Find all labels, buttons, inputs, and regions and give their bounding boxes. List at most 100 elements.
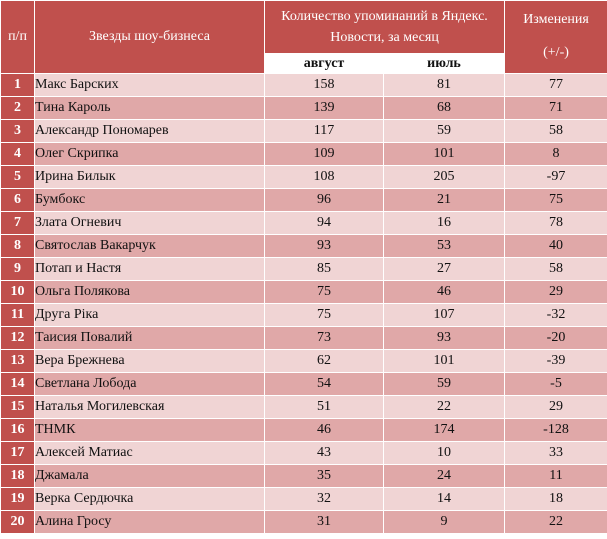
change-value: 33 [504,441,607,465]
star-name: Тина Кароль [34,96,265,120]
change-value: 22 [504,510,607,534]
star-name: Бумбокс [34,188,265,212]
august-mentions: 54 [264,372,384,396]
table-row: 10 Ольга Полякова 75 46 29 [0,280,607,304]
header-july: июль [382,53,506,74]
july-mentions: 59 [382,372,506,396]
star-name: Александр Пономарев [34,119,265,143]
july-mentions: 174 [382,418,506,442]
table-row: 19 Верка Сердючка 32 14 18 [0,487,607,511]
header-mentions: Количество упоминаний в Яндекс. Новости,… [263,0,506,54]
row-number: 13 [0,349,35,373]
row-number: 17 [0,441,35,465]
change-value: 8 [504,142,607,166]
change-value: -128 [504,418,607,442]
table-row: 3 Александр Пономарев 117 59 58 [0,119,607,143]
table-row: 9 Потап и Настя 85 27 58 [0,257,607,281]
change-value: -39 [504,349,607,373]
august-mentions: 94 [264,211,384,235]
table-row: 14 Светлана Лобода 54 59 -5 [0,372,607,396]
star-name: Потап и Настя [34,257,265,281]
row-number: 9 [0,257,35,281]
row-number: 19 [0,487,35,511]
table-row: 1 Макс Барских 158 81 77 [0,73,607,97]
header-august: август [264,53,384,74]
change-value: -32 [504,303,607,327]
row-number: 12 [0,326,35,350]
table-row: 5 Ирина Билык 108 205 -97 [0,165,607,189]
change-value: 58 [504,119,607,143]
august-mentions: 108 [264,165,384,189]
august-mentions: 62 [264,349,384,373]
july-mentions: 27 [382,257,506,281]
star-name: Алина Гросу [34,510,265,534]
change-value: -5 [504,372,607,396]
august-mentions: 51 [264,395,384,419]
star-name: ТНМК [34,418,265,442]
august-mentions: 46 [264,418,384,442]
table-row: 4 Олег Скрипка 109 101 8 [0,142,607,166]
table-row: 6 Бумбокс 96 21 75 [0,188,607,212]
row-number: 15 [0,395,35,419]
july-mentions: 59 [382,119,506,143]
table-row: 7 Злата Огневич 94 16 78 [0,211,607,235]
table-row: 8 Святослав Вакарчук 93 53 40 [0,234,607,258]
july-mentions: 16 [382,211,506,235]
change-value: 75 [504,188,607,212]
change-value: 58 [504,257,607,281]
table-body: 1 Макс Барских 158 81 77 2 Тина Кароль 139 68 71 3… [0,73,607,534]
row-number: 6 [0,188,35,212]
row-number: 5 [0,165,35,189]
august-mentions: 85 [264,257,384,281]
change-value: -97 [504,165,607,189]
star-name: Наталья Могилевская [34,395,265,419]
table-row: 13 Вера Брежнева 62 101 -39 [0,349,607,373]
july-mentions: 205 [382,165,506,189]
table-row: 2 Тина Кароль 139 68 71 [0,96,607,120]
row-number: 16 [0,418,35,442]
star-name: Верка Сердючка [34,487,265,511]
table-row: 18 Джамала 35 24 11 [0,464,607,488]
table-row: 15 Наталья Могилевская 51 22 29 [0,395,607,419]
august-mentions: 31 [264,510,384,534]
table-row: 11 Друга Ріка 75 107 -32 [0,303,607,327]
august-mentions: 93 [264,234,384,258]
july-mentions: 10 [382,441,506,465]
july-mentions: 107 [382,303,506,327]
star-name: Друга Ріка [34,303,265,327]
august-mentions: 43 [264,441,384,465]
august-mentions: 139 [264,96,384,120]
july-mentions: 14 [382,487,506,511]
star-name: Ирина Билык [34,165,265,189]
row-number: 8 [0,234,35,258]
july-mentions: 21 [382,188,506,212]
header-number: п/п [0,0,35,74]
july-mentions: 68 [382,96,506,120]
change-value: 40 [504,234,607,258]
change-value: 11 [504,464,607,488]
row-number: 18 [0,464,35,488]
july-mentions: 22 [382,395,506,419]
july-mentions: 9 [382,510,506,534]
change-value: 71 [504,96,607,120]
change-value: 78 [504,211,607,235]
star-name: Алексей Матиас [34,441,265,465]
table-row: 20 Алина Гросу 31 9 22 [0,510,607,534]
star-name: Ольга Полякова [34,280,265,304]
august-mentions: 75 [264,303,384,327]
august-mentions: 96 [264,188,384,212]
row-number: 2 [0,96,35,120]
table-row: 12 Таисия Повалий 73 93 -20 [0,326,607,350]
header-changes: Изменения (+/-) [504,0,607,74]
august-mentions: 75 [264,280,384,304]
star-name: Злата Огневич [34,211,265,235]
july-mentions: 81 [382,73,506,97]
change-value: -20 [504,326,607,350]
change-value: 29 [504,395,607,419]
star-name: Таисия Повалий [34,326,265,350]
table-row: 17 Алексей Матиас 43 10 33 [0,441,607,465]
star-name: Святослав Вакарчук [34,234,265,258]
row-number: 10 [0,280,35,304]
july-mentions: 24 [382,464,506,488]
